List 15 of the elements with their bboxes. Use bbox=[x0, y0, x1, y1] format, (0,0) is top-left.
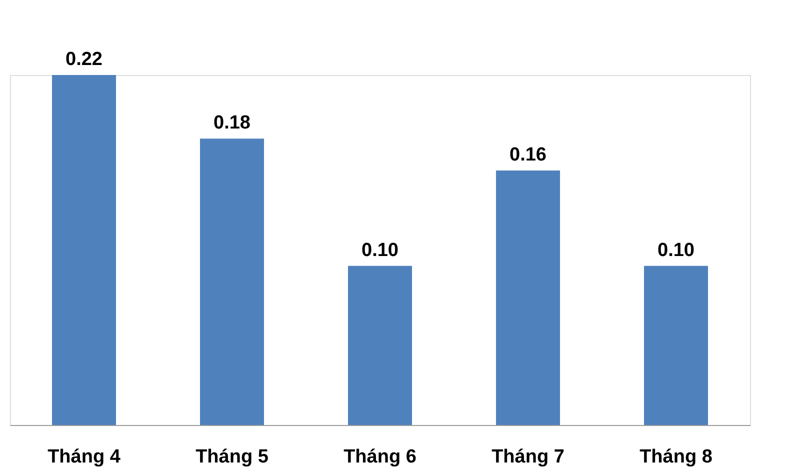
data-label: 0.16 bbox=[510, 144, 546, 166]
x-tick-label: Tháng 8 bbox=[640, 446, 712, 468]
bar bbox=[644, 266, 708, 425]
x-tick-label: Tháng 4 bbox=[48, 446, 121, 468]
bar bbox=[52, 75, 116, 425]
data-label: 0.22 bbox=[66, 49, 102, 70]
bar bbox=[200, 138, 264, 425]
bar bbox=[348, 266, 412, 425]
data-label: 0.18 bbox=[214, 112, 250, 134]
x-tick-label: Tháng 7 bbox=[492, 446, 564, 468]
x-tick-label: Tháng 6 bbox=[344, 446, 416, 468]
data-label: 0.10 bbox=[658, 240, 694, 261]
data-label: 0.10 bbox=[362, 240, 398, 261]
x-tick-label: Tháng 5 bbox=[196, 446, 269, 468]
bar bbox=[496, 170, 560, 425]
